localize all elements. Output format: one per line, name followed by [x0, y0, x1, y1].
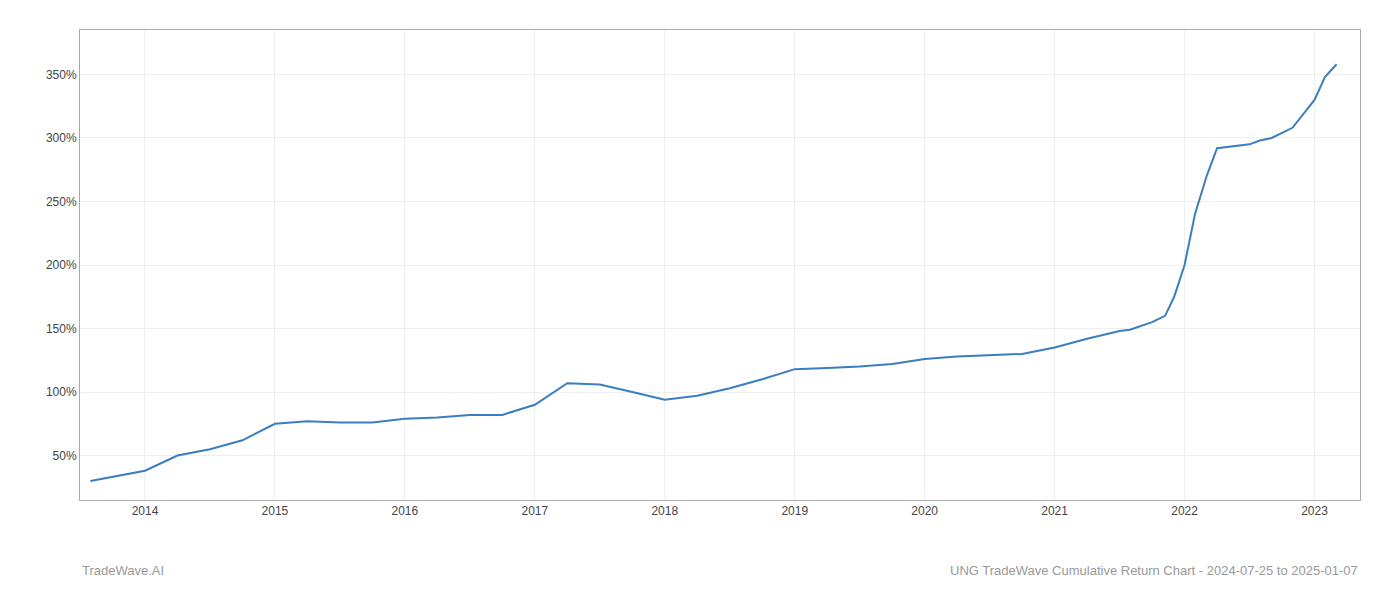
svg-text:UNG TradeWave Cumulative Retur: UNG TradeWave Cumulative Return Chart - … — [950, 563, 1358, 578]
svg-text:2018: 2018 — [651, 504, 678, 518]
svg-text:100%: 100% — [46, 385, 77, 399]
svg-text:2016: 2016 — [392, 504, 419, 518]
svg-text:2022: 2022 — [1171, 504, 1198, 518]
svg-text:50%: 50% — [53, 449, 77, 463]
svg-text:2021: 2021 — [1041, 504, 1068, 518]
svg-text:2015: 2015 — [262, 504, 289, 518]
svg-text:350%: 350% — [46, 68, 77, 82]
svg-text:2020: 2020 — [911, 504, 938, 518]
svg-text:2014: 2014 — [132, 504, 159, 518]
svg-text:TradeWave.AI: TradeWave.AI — [82, 563, 164, 578]
svg-text:2023: 2023 — [1301, 504, 1328, 518]
svg-text:150%: 150% — [46, 322, 77, 336]
svg-text:2017: 2017 — [521, 504, 548, 518]
svg-text:2019: 2019 — [781, 504, 808, 518]
svg-text:300%: 300% — [46, 131, 77, 145]
svg-text:250%: 250% — [46, 195, 77, 209]
svg-text:200%: 200% — [46, 258, 77, 272]
